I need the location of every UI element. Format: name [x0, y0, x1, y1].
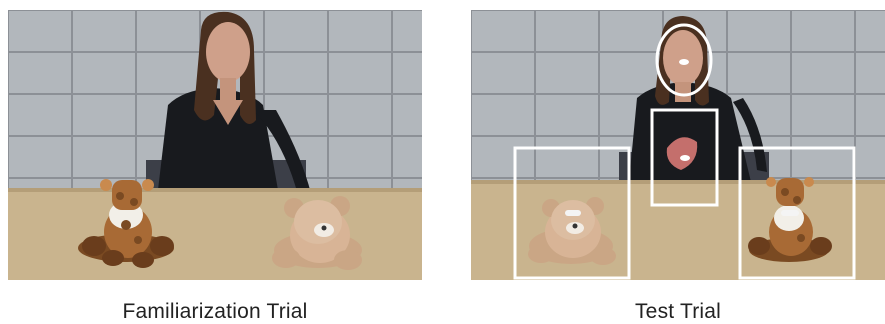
aoi-right-toy-rectangle-icon [738, 146, 856, 280]
aoi-torso-rectangle-icon [650, 108, 719, 207]
torso-marker [680, 155, 690, 161]
giraffe-plush-icon [748, 177, 832, 262]
teddy-bear-plush-icon [528, 197, 616, 265]
teddy-bear-plush-icon [272, 196, 362, 270]
caption-test-trial: Test Trial [634, 300, 722, 323]
aoi-left-toy-rectangle-icon [513, 146, 631, 280]
test-trial-photo [471, 10, 885, 280]
familiarization-scene [8, 10, 422, 280]
familiarization-photo [8, 10, 422, 280]
table [471, 180, 885, 280]
face-marker [679, 59, 689, 65]
test-trial-scene [471, 10, 885, 280]
woman [629, 16, 767, 182]
caption-familiarization: Familiarization Trial [122, 300, 308, 323]
giraffe-plush-icon [78, 179, 174, 268]
table [8, 188, 422, 280]
aoi-face-ellipse-icon [655, 23, 713, 97]
